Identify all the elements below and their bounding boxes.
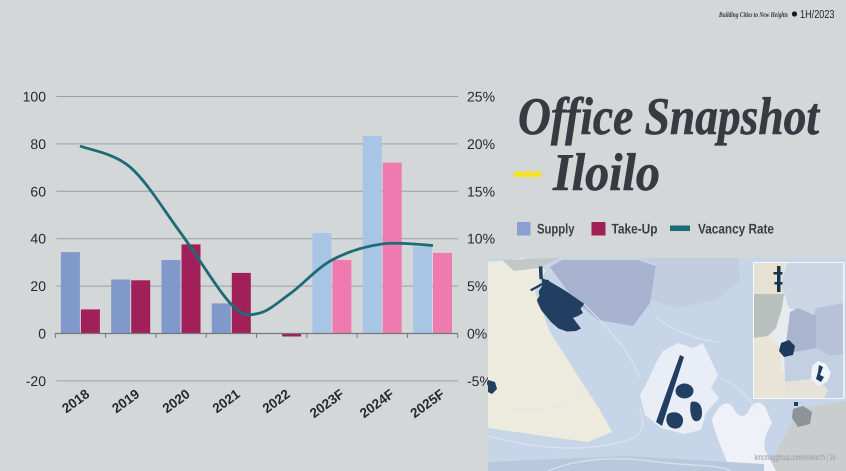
svg-text:Supply: Supply [537, 221, 575, 237]
svg-text:kmcmaggroup.com/research | 16: kmcmaggroup.com/research | 16 [755, 452, 836, 462]
svg-text:Iloilo: Iloilo [552, 144, 660, 202]
svg-text:2025F: 2025F [407, 386, 447, 421]
svg-text:2024F: 2024F [357, 386, 397, 421]
svg-text:-5%: -5% [467, 373, 492, 389]
svg-text:0: 0 [38, 326, 46, 342]
svg-text:2023F: 2023F [307, 386, 347, 421]
svg-text:5%: 5% [467, 278, 487, 294]
svg-text:0%: 0% [467, 326, 487, 342]
svg-text:2022: 2022 [260, 386, 293, 416]
svg-text:40: 40 [30, 231, 46, 247]
svg-text:Building Cities to New Heights: Building Cities to New Heights [718, 10, 788, 19]
svg-text:Office Snapshot: Office Snapshot [518, 88, 821, 146]
svg-text:2018: 2018 [59, 386, 93, 416]
svg-text:60: 60 [30, 183, 46, 199]
svg-text:25%: 25% [467, 89, 495, 105]
svg-text:2021: 2021 [210, 386, 244, 416]
svg-text:15%: 15% [467, 183, 495, 199]
svg-text:2020: 2020 [160, 386, 193, 416]
svg-text:80: 80 [30, 136, 46, 152]
svg-text:20%: 20% [467, 136, 495, 152]
svg-text:10%: 10% [467, 231, 495, 247]
svg-text:Take-Up: Take-Up [612, 221, 658, 237]
svg-text:2019: 2019 [109, 386, 142, 416]
svg-text:1H/2023: 1H/2023 [800, 9, 835, 21]
svg-text:Vacancy Rate: Vacancy Rate [698, 221, 774, 237]
svg-text:100: 100 [23, 89, 47, 105]
svg-text:20: 20 [30, 278, 46, 294]
svg-text:-20: -20 [26, 373, 46, 389]
